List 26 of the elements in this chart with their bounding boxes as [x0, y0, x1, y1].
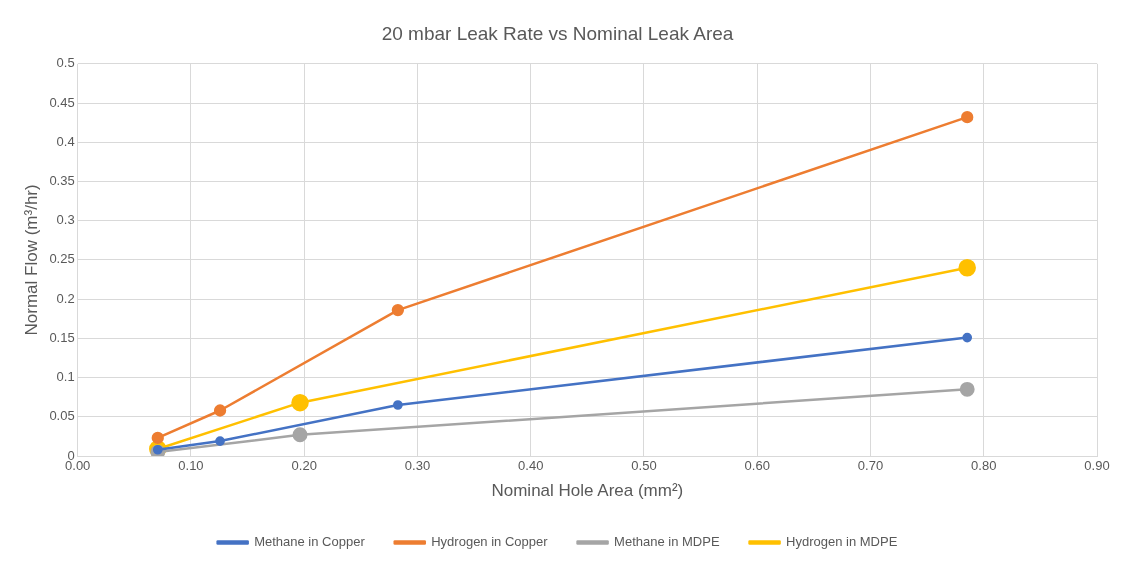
x-tick-label: 0.30 — [404, 458, 431, 474]
x-axis-title: Nominal Hole Area (mm²) — [491, 481, 684, 501]
x-tick-label: 0.60 — [744, 458, 770, 474]
y-tick-label: 0.5 — [56, 55, 75, 71]
y-tick-label: 0.2 — [56, 290, 75, 306]
x-tick-label: 0.20 — [291, 458, 317, 474]
legend-label: Methane in Copper — [254, 534, 366, 550]
y-tick-label: 0.35 — [49, 173, 75, 189]
y-tick-label: 0.25 — [49, 251, 75, 267]
y-tick-label: 0.1 — [56, 369, 75, 385]
x-tick-label: 0.80 — [971, 458, 997, 474]
y-tick-label: 0.15 — [49, 329, 75, 345]
y-tick-label: 0.45 — [49, 94, 75, 110]
x-tick-label: 0.50 — [631, 458, 657, 474]
y-tick-label: 0.05 — [49, 408, 75, 424]
chart-title: 20 mbar Leak Rate vs Nominal Leak Area — [381, 22, 734, 44]
legend-label: Hydrogen in MDPE — [786, 534, 898, 550]
y-tick-label: 0.4 — [56, 133, 75, 149]
legend-label: Methane in MDPE — [614, 534, 720, 550]
x-tick-label: 0.70 — [857, 458, 884, 474]
x-tick-label: 0.90 — [1084, 458, 1110, 474]
y-tick-label: 0.3 — [56, 212, 75, 228]
x-tick-label: 0.40 — [518, 458, 544, 474]
y-axis-title: Normal Flow (m³/hr) — [21, 184, 41, 336]
x-tick-label: 0.10 — [178, 458, 204, 474]
legend-label: Hydrogen in Copper — [431, 534, 549, 550]
